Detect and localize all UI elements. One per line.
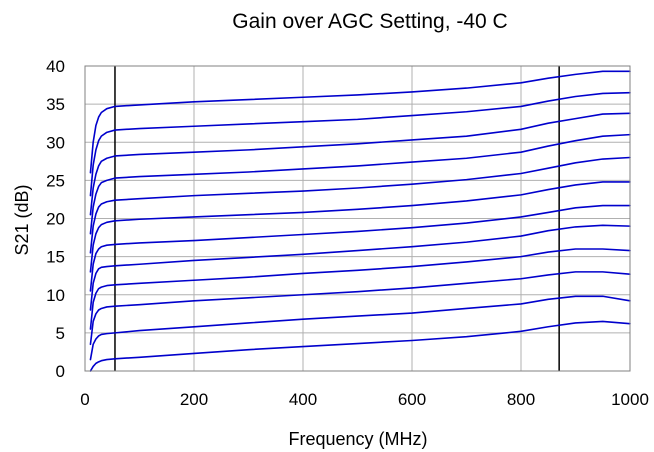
vertical-marker-lines (114, 66, 560, 371)
series-line-1 (89, 320, 631, 372)
chart-title: Gain over AGC Setting, -40 C (232, 10, 507, 33)
series-line-11 (89, 91, 631, 197)
x-tick-label: 1000 (611, 390, 649, 409)
series-line-9 (89, 133, 631, 235)
x-tick-label: 600 (398, 390, 426, 409)
y-tick-label: 5 (56, 324, 65, 343)
series-line-3 (89, 271, 631, 346)
y-axis-label: S21 (dB) (12, 184, 32, 255)
x-tick-label: 200 (180, 390, 208, 409)
y-tick-label: 0 (56, 362, 65, 381)
plot-area-border (84, 65, 631, 372)
axis-layer (84, 65, 631, 372)
series-line-8 (89, 156, 631, 254)
y-axis-ticks: 0 5 10 15 20 25 30 35 40 (46, 57, 65, 381)
y-tick-label: 30 (46, 133, 65, 152)
series-line-2 (89, 295, 631, 361)
y-tick-label: 15 (46, 248, 65, 267)
x-tick-label: 400 (289, 390, 317, 409)
x-tick-label: 800 (507, 390, 535, 409)
series-line-7 (89, 181, 631, 273)
x-axis-label: Frequency (MHz) (288, 429, 427, 449)
series-line-4 (89, 248, 631, 330)
series-line-12 (89, 70, 631, 174)
y-tick-label: 40 (46, 57, 65, 76)
y-tick-label: 10 (46, 286, 65, 305)
series-line-6 (89, 204, 631, 292)
y-tick-label: 35 (46, 95, 65, 114)
x-tick-label: 0 (80, 390, 89, 409)
series-line-10 (89, 112, 631, 216)
x-axis-ticks: 0 200 400 600 800 1000 (80, 390, 649, 409)
series-line-5 (89, 224, 631, 311)
y-tick-label: 25 (46, 171, 65, 190)
y-tick-label: 20 (46, 210, 65, 229)
series-layer (89, 70, 631, 372)
